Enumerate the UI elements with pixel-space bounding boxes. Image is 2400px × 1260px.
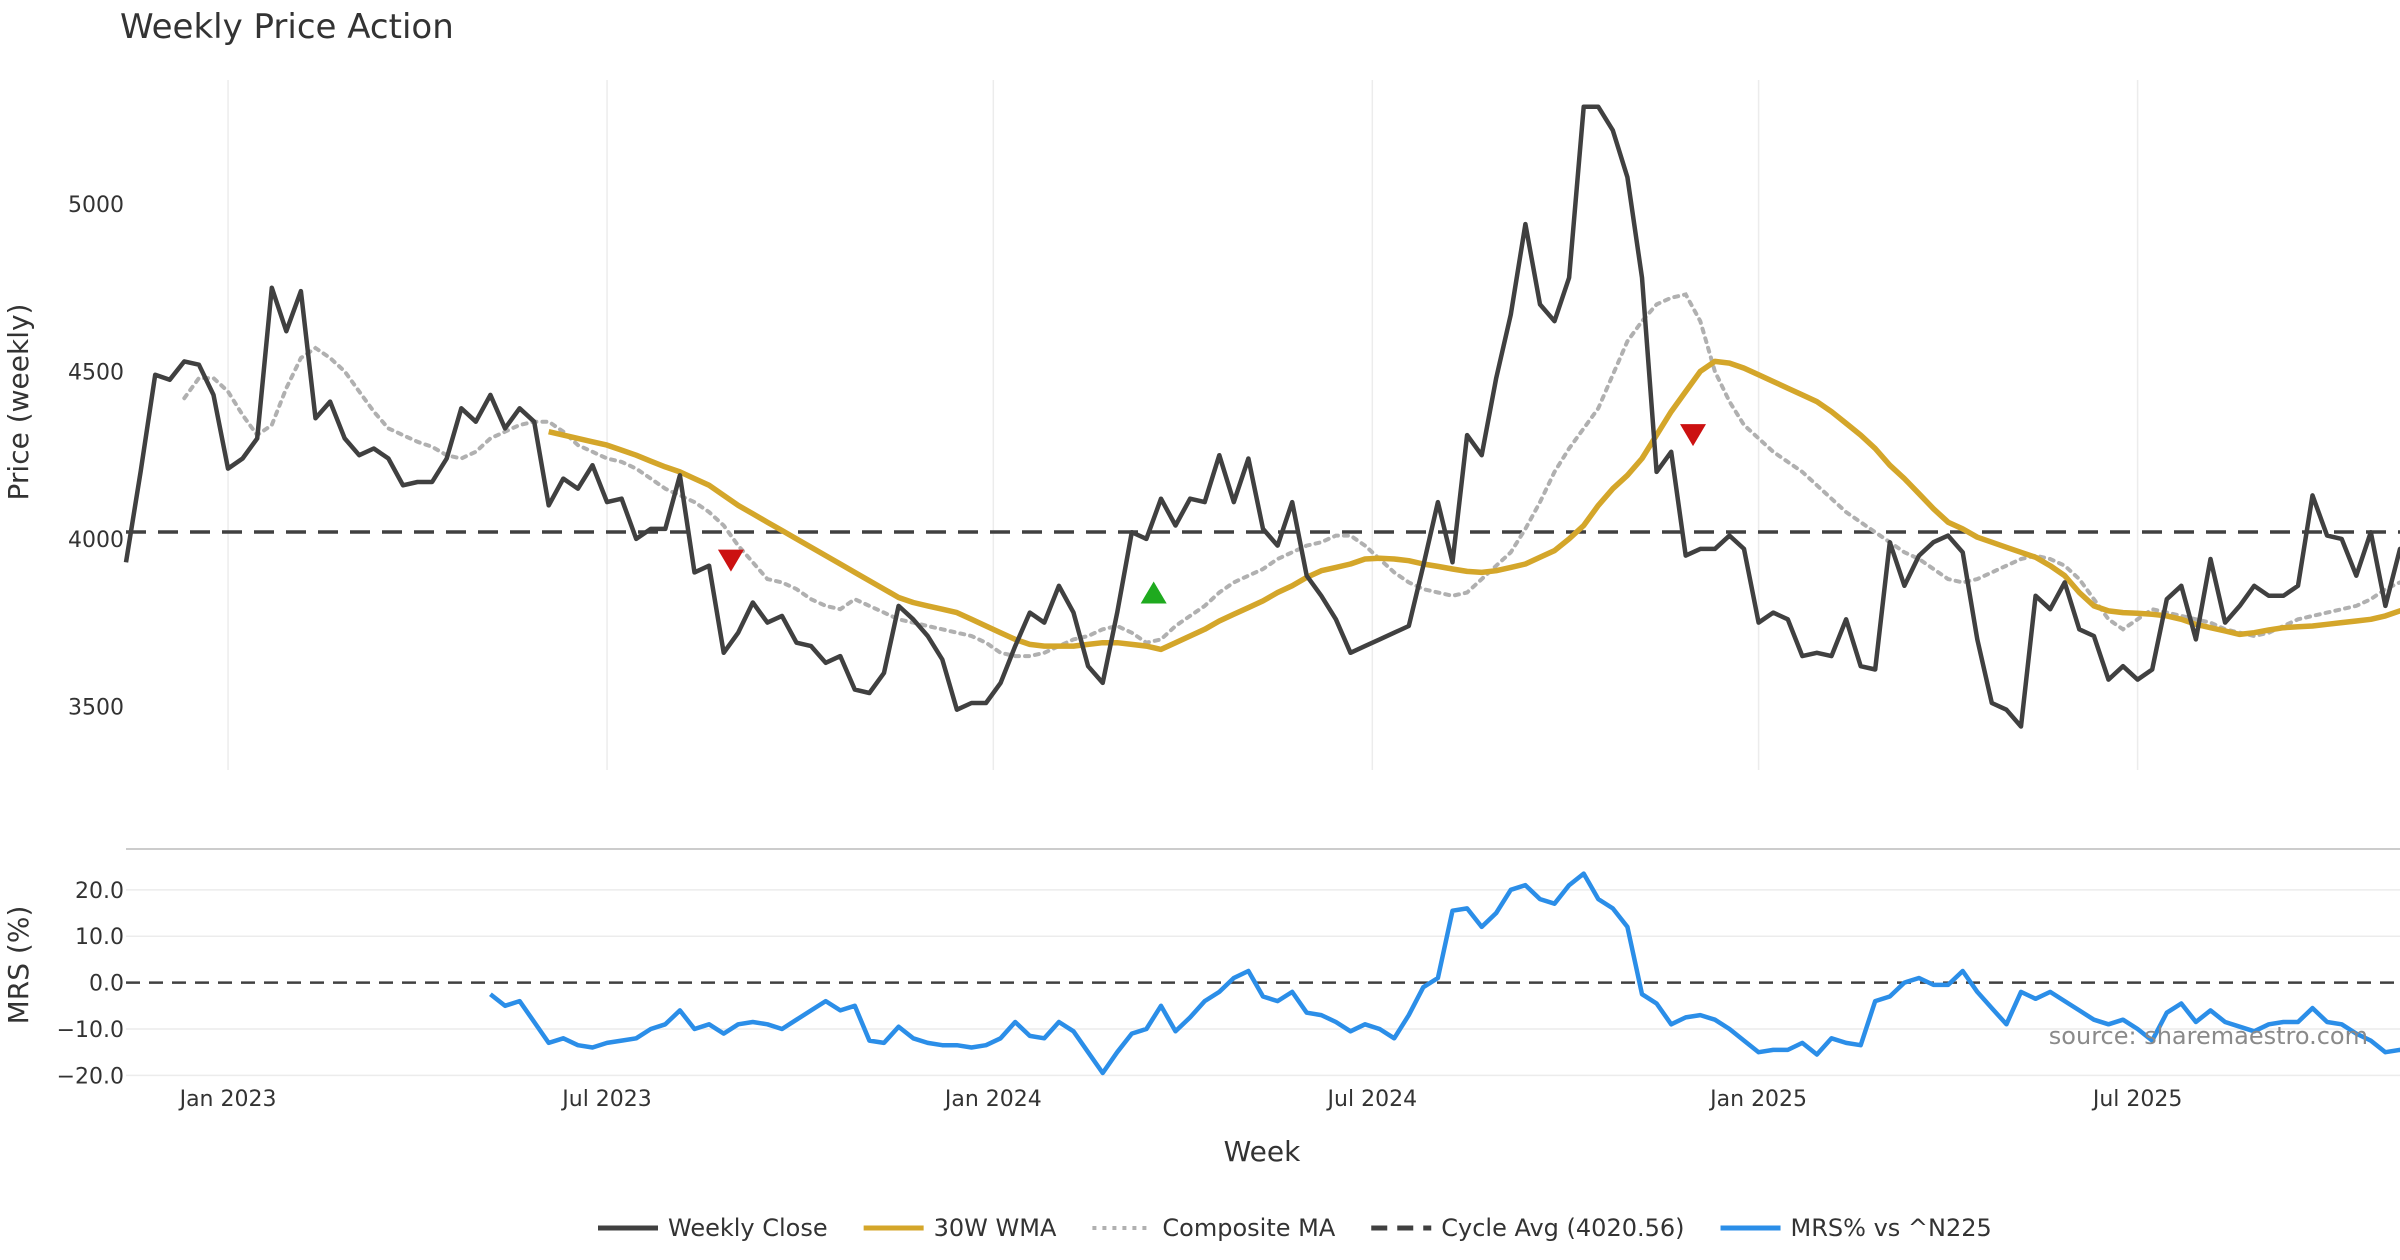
x-tick-5: Jul 2025 bbox=[2091, 1087, 2183, 1112]
x-tick-labels: Jan 2023 Jul 2023 Jan 2024 Jul 2024 Jan 2025… bbox=[178, 1087, 2183, 1112]
price-y-tick-3500: 3500 bbox=[68, 695, 124, 720]
legend-label-2: Composite MA bbox=[1162, 1214, 1335, 1242]
price-y-axis-title: Price (weekly) bbox=[2, 304, 35, 501]
legend-label-3: Cycle Avg (4020.56) bbox=[1441, 1214, 1684, 1242]
price-y-tick-4500: 4500 bbox=[68, 360, 124, 385]
mrs-y-tick-0: 20.0 bbox=[75, 879, 124, 904]
x-tick-3: Jul 2024 bbox=[1326, 1087, 1418, 1112]
mrs-y-tick-4: −20.0 bbox=[57, 1064, 124, 1089]
legend-label-1: 30W WMA bbox=[934, 1214, 1057, 1242]
buy-signal-marker-1 bbox=[1140, 581, 1167, 604]
source-note: source: sharemaestro.com bbox=[2049, 1022, 2368, 1050]
price-gridlines bbox=[227, 80, 2139, 770]
mrs-y-tick-1: 10.0 bbox=[75, 925, 124, 950]
weekly-close-line bbox=[123, 104, 2400, 729]
mrs-line bbox=[489, 871, 2400, 1076]
legend: Weekly Close 30W WMA Composite MA Cycle Avg… bbox=[598, 1214, 1992, 1242]
x-tick-1: Jul 2023 bbox=[560, 1087, 652, 1112]
mrs-y-tick-labels: 20.0 10.0 0.0 −10.0 −20.0 bbox=[57, 879, 124, 1090]
chart-title: Weekly Price Action bbox=[120, 7, 454, 47]
sell-signal-marker-0 bbox=[717, 549, 744, 572]
x-axis-title: Week bbox=[1224, 1135, 1301, 1168]
legend-label-0: Weekly Close bbox=[668, 1214, 828, 1242]
mrs-y-tick-2: 0.0 bbox=[89, 972, 124, 997]
x-tick-2: Jan 2024 bbox=[943, 1087, 1042, 1112]
x-tick-0: Jan 2023 bbox=[178, 1087, 277, 1112]
signal-markers bbox=[717, 424, 1707, 604]
x-tick-4: Jan 2025 bbox=[1708, 1087, 1807, 1112]
sell-signal-marker-2 bbox=[1680, 424, 1707, 447]
composite-ma-line bbox=[182, 292, 2400, 659]
price-y-tick-5000: 5000 bbox=[68, 193, 124, 218]
mrs-gridlines bbox=[126, 889, 2400, 1077]
price-y-tick-4000: 4000 bbox=[68, 528, 124, 553]
mrs-y-axis-title: MRS (%) bbox=[2, 906, 35, 1025]
mrs-y-tick-3: −10.0 bbox=[57, 1018, 124, 1043]
wma-30w-line bbox=[548, 358, 2400, 653]
price-y-tick-labels: 3500 4000 4500 5000 bbox=[68, 193, 124, 720]
legend-label-4: MRS% vs ^N225 bbox=[1791, 1214, 1992, 1242]
